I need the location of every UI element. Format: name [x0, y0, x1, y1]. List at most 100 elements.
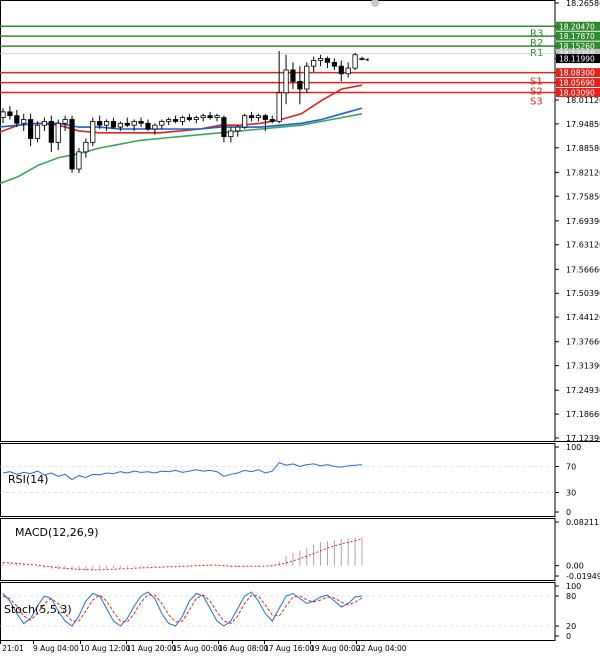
price-tick-label: 17.69390	[566, 217, 600, 226]
price-tick-label: 17.44120	[566, 313, 600, 322]
candle-body	[62, 119, 68, 124]
candle	[124, 117, 130, 128]
candle-body	[255, 115, 262, 118]
level-tag-value: 18.08300	[559, 69, 595, 78]
candle	[214, 113, 220, 122]
candle	[345, 62, 351, 78]
candle-body	[193, 117, 199, 120]
candle	[331, 58, 337, 70]
gear-icon[interactable]	[371, 0, 379, 7]
candle-body	[317, 58, 324, 61]
level-tag-s1	[556, 68, 600, 78]
candle-body	[41, 120, 48, 126]
rsi-tick-label: 30	[566, 489, 576, 498]
candle-body	[248, 115, 255, 118]
candle-body	[179, 117, 186, 122]
price-tick-label: 17.18660	[566, 410, 600, 419]
rsi-label: RSI(14)	[8, 473, 48, 486]
level-tag-value: 18.15260	[559, 42, 595, 51]
time-tick-label: 10 Aug 12:00	[80, 644, 131, 653]
candle-body	[186, 117, 193, 120]
candle	[359, 56, 365, 61]
candle	[262, 113, 268, 131]
candle-body	[7, 111, 13, 117]
current-price-value: 18.11990	[559, 55, 595, 64]
candle	[200, 113, 206, 122]
time-tick-label: 19 Aug 00:00	[310, 644, 361, 653]
time-tick-label: 17 Aug 16:00	[264, 644, 315, 653]
candle	[221, 115, 227, 143]
candle	[117, 121, 123, 131]
candle-body	[297, 80, 303, 90]
time-tick-label: 15 Aug 00:00	[172, 644, 223, 653]
time-tick-label: 22 Aug 04:00	[356, 644, 407, 653]
candle-body	[131, 120, 137, 126]
moving-average-2	[0, 113, 363, 185]
stoch-tick-label: 80	[566, 592, 576, 601]
rsi-panel: 100 70 30 0	[0, 443, 581, 517]
candle-body	[221, 117, 227, 138]
candle-body	[290, 69, 296, 82]
stoch-line-0	[2, 591, 363, 627]
rsi-tick-label: 100	[566, 443, 581, 452]
level-label-r2: R2	[530, 38, 543, 49]
candle	[283, 54, 289, 105]
candle	[186, 113, 193, 122]
candle-body	[304, 65, 310, 90]
panel-frames	[0, 0, 600, 641]
candle	[7, 106, 13, 120]
price-tick-label: 17.50390	[566, 289, 600, 298]
price-tick-label: 17.24930	[566, 386, 600, 395]
time-tick-label: 11 Aug 20:00	[126, 644, 177, 653]
level-tag-value: 18.03090	[559, 88, 595, 97]
price-tick-label: 17.12390	[566, 434, 600, 443]
candle-body	[207, 115, 213, 118]
panel-frame-0	[0, 0, 556, 442]
candle-body	[34, 124, 41, 139]
candle	[83, 138, 89, 158]
candlesticks: ◂	[0, 50, 369, 173]
candle	[338, 60, 344, 82]
price-tick-label: 17.63120	[566, 241, 600, 250]
candle-body	[90, 120, 96, 143]
candle	[179, 115, 186, 126]
candle	[76, 148, 82, 173]
candle-body	[338, 65, 344, 75]
last-price-arrow: ◂	[365, 56, 369, 64]
candle-body	[359, 58, 365, 60]
candle-body	[28, 119, 34, 139]
candle	[103, 119, 110, 131]
stoch-line-1	[2, 594, 363, 625]
candle-body	[117, 122, 123, 128]
stoch-tick-label: 100	[566, 582, 581, 591]
candle	[235, 125, 241, 137]
candle-body	[76, 151, 82, 170]
candle	[145, 119, 151, 131]
candle-body	[228, 130, 234, 138]
level-tag-s2	[556, 78, 600, 88]
candle-body	[311, 60, 317, 67]
price-tick-label: 17.88580	[566, 144, 600, 153]
macd-label: MACD(12,26,9)	[15, 526, 99, 539]
macd-tick-label: 0.00	[566, 562, 584, 571]
current-price-tag	[556, 54, 600, 64]
time-tick-label: 9 Aug 04:00	[33, 644, 79, 653]
candle-body	[200, 115, 206, 118]
candle-body	[97, 120, 103, 126]
candle-body	[352, 54, 358, 69]
macd-signal-line	[2, 538, 363, 571]
time-tick-label: 8 Aug 21:01	[0, 644, 24, 653]
candle	[166, 117, 172, 126]
panel-frame-2	[0, 518, 556, 581]
candle	[352, 52, 358, 70]
candle-body	[21, 119, 27, 124]
candle-body	[14, 115, 20, 124]
stoch-tick-label: 0	[566, 632, 571, 641]
candle	[248, 111, 255, 122]
bid-tag-value: 18.13350	[559, 49, 595, 58]
candle	[311, 56, 317, 72]
